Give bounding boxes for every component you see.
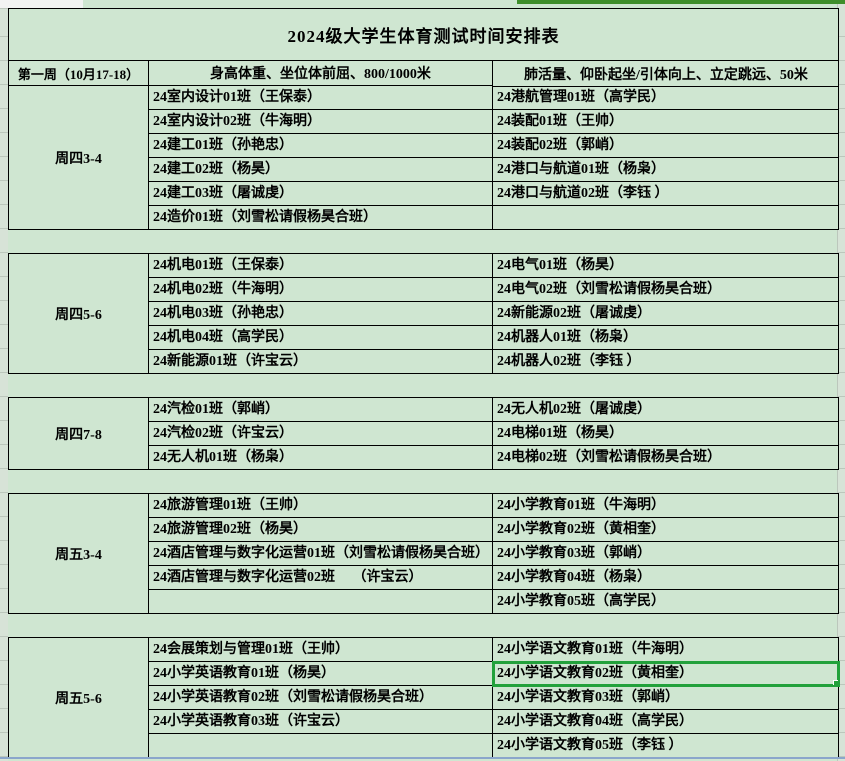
class-cell[interactable]: 24小学教育03班（郭峭） xyxy=(493,542,839,566)
week-header-cell[interactable]: 第一周（10月17-18） xyxy=(9,61,149,86)
section-blocks: 周四3-4 24室内设计01班（王保泰） 24港航管理01班（高学民） 24室内设计0… xyxy=(8,86,840,758)
class-cell[interactable]: 24无人机01班（杨枭） xyxy=(149,446,493,470)
schedule-table: 2024级大学生体育测试时间安排表 第一周（10月17-18） 身高体重、坐位体… xyxy=(8,8,840,758)
time-slot-label[interactable]: 周五5-6 xyxy=(9,638,149,758)
selection-fill-handle[interactable] xyxy=(833,680,838,685)
class-cell[interactable]: 24港口与航道02班（李钰 ） xyxy=(493,182,839,206)
class-cell[interactable]: 24酒店管理与数字化运营02班 （许宝云） xyxy=(149,566,493,590)
class-cell[interactable]: 24电气02班（刘雪松请假杨昊合班） xyxy=(493,278,839,302)
class-cell[interactable]: 24新能源02班（屠诚虔） xyxy=(493,302,839,326)
class-cell[interactable]: 24新能源01班（许宝云） xyxy=(149,350,493,374)
section-block: 周四5-6 24机电01班（王保泰） 24电气01班（杨昊） 24机电02班（牛海明）… xyxy=(8,253,839,374)
class-cell[interactable]: 24无人机02班（屠诚虔） xyxy=(493,398,839,422)
left-gutter xyxy=(0,0,8,761)
class-cell[interactable]: 24小学语文教育01班（牛海明） xyxy=(493,638,839,662)
class-cell[interactable]: 24电梯01班（杨昊） xyxy=(493,422,839,446)
class-cell[interactable]: 24小学语文教育03班（郭峭） xyxy=(493,686,839,710)
class-cell[interactable]: 24机电02班（牛海明） xyxy=(149,278,493,302)
class-cell[interactable]: 24室内设计02班（牛海明） xyxy=(149,110,493,134)
class-cell[interactable]: 24装配01班（王帅） xyxy=(493,110,839,134)
class-cell[interactable]: 24小学教育01班（牛海明） xyxy=(493,494,839,518)
class-cell[interactable]: 24建工01班（孙艳忠） xyxy=(149,134,493,158)
time-slot-label[interactable]: 周五3-4 xyxy=(9,494,149,614)
bottom-divider-line xyxy=(0,757,845,759)
class-cell[interactable]: 24机电03班（孙艳忠） xyxy=(149,302,493,326)
class-cell[interactable]: 24建工03班（屠诚虔） xyxy=(149,182,493,206)
class-cell[interactable]: 24建工02班（杨昊） xyxy=(149,158,493,182)
section-block: 周五3-4 24旅游管理01班（王帅） 24小学教育01班（牛海明） 24旅游管理02… xyxy=(8,493,839,614)
section-block: 周四3-4 24室内设计01班（王保泰） 24港航管理01班（高学民） 24室内设计0… xyxy=(8,86,839,230)
top-left-strip xyxy=(0,0,83,8)
class-cell[interactable]: 24机器人01班（杨枭） xyxy=(493,326,839,350)
section-block: 周五5-6 24会展策划与管理01班（王帅） 24小学语文教育01班（牛海明） 24小… xyxy=(8,637,840,758)
header-row: 第一周（10月17-18） 身高体重、坐位体前屈、800/1000米 肺活量、仰… xyxy=(9,61,838,86)
time-slot-label[interactable]: 周四7-8 xyxy=(9,398,149,470)
table-title[interactable]: 2024级大学生体育测试时间安排表 xyxy=(9,9,838,61)
class-cell[interactable]: 24港口与航道01班（杨枭） xyxy=(493,158,839,182)
class-cell[interactable]: 24机器人02班（李钰 ） xyxy=(493,350,839,374)
class-cell[interactable]: 24小学英语教育02班（刘雪松请假杨昊合班） xyxy=(149,686,493,710)
class-cell[interactable]: 24汽检01班（郭峭） xyxy=(149,398,493,422)
class-cell[interactable]: 24小学教育04班（杨枭） xyxy=(493,566,839,590)
class-cell[interactable]: 24小学教育05班（高学民） xyxy=(493,590,839,614)
class-cell[interactable]: 24小学英语教育03班（许宝云） xyxy=(149,710,493,734)
time-slot-label[interactable]: 周四3-4 xyxy=(9,86,149,230)
class-cell[interactable]: 24小学语文教育04班（高学民） xyxy=(493,710,839,734)
class-cell[interactable]: 24旅游管理01班（王帅） xyxy=(149,494,493,518)
class-cell[interactable]: 24旅游管理02班（杨昊） xyxy=(149,518,493,542)
class-cell[interactable]: 24汽检02班（许宝云） xyxy=(149,422,493,446)
tests-column-b-header[interactable]: 肺活量、仰卧起坐/引体向上、立定跳远、50米 xyxy=(493,61,839,86)
class-cell[interactable]: 24小学语文教育02班（黄相奎） xyxy=(492,661,840,687)
tests-column-a-header[interactable]: 身高体重、坐位体前屈、800/1000米 xyxy=(149,61,493,86)
class-cell[interactable]: 24机电01班（王保泰） xyxy=(149,254,493,278)
right-gutter[interactable] xyxy=(837,0,845,761)
section-block: 周四7-8 24汽检01班（郭峭） 24无人机02班（屠诚虔） 24汽检02班（许宝云… xyxy=(8,397,839,470)
class-cell[interactable]: 24小学英语教育01班（杨昊） xyxy=(149,662,493,686)
class-cell[interactable]: 24港航管理01班（高学民） xyxy=(493,86,839,110)
class-cell[interactable]: 24小学语文教育05班（李钰 ） xyxy=(493,734,839,758)
class-cell[interactable] xyxy=(149,590,493,614)
class-cell[interactable]: 24机电04班（高学民） xyxy=(149,326,493,350)
class-cell[interactable]: 24小学教育02班（黄相奎） xyxy=(493,518,839,542)
top-accent-bar xyxy=(517,0,845,4)
class-cell[interactable]: 24电梯02班（刘雪松请假杨昊合班） xyxy=(493,446,839,470)
class-cell[interactable]: 24装配02班（郭峭） xyxy=(493,134,839,158)
class-cell[interactable] xyxy=(493,206,839,230)
time-slot-label[interactable]: 周四5-6 xyxy=(9,254,149,374)
class-cell[interactable]: 24酒店管理与数字化运营01班（刘雪松请假杨昊合班） xyxy=(149,542,493,566)
class-cell[interactable] xyxy=(149,734,493,758)
class-cell[interactable]: 24室内设计01班（王保泰） xyxy=(149,86,493,110)
class-cell[interactable]: 24会展策划与管理01班（王帅） xyxy=(149,638,493,662)
table-header-block: 2024级大学生体育测试时间安排表 第一周（10月17-18） 身高体重、坐位体… xyxy=(8,8,839,86)
class-cell[interactable]: 24电气01班（杨昊） xyxy=(493,254,839,278)
class-cell[interactable]: 24造价01班（刘雪松请假杨昊合班） xyxy=(149,206,493,230)
